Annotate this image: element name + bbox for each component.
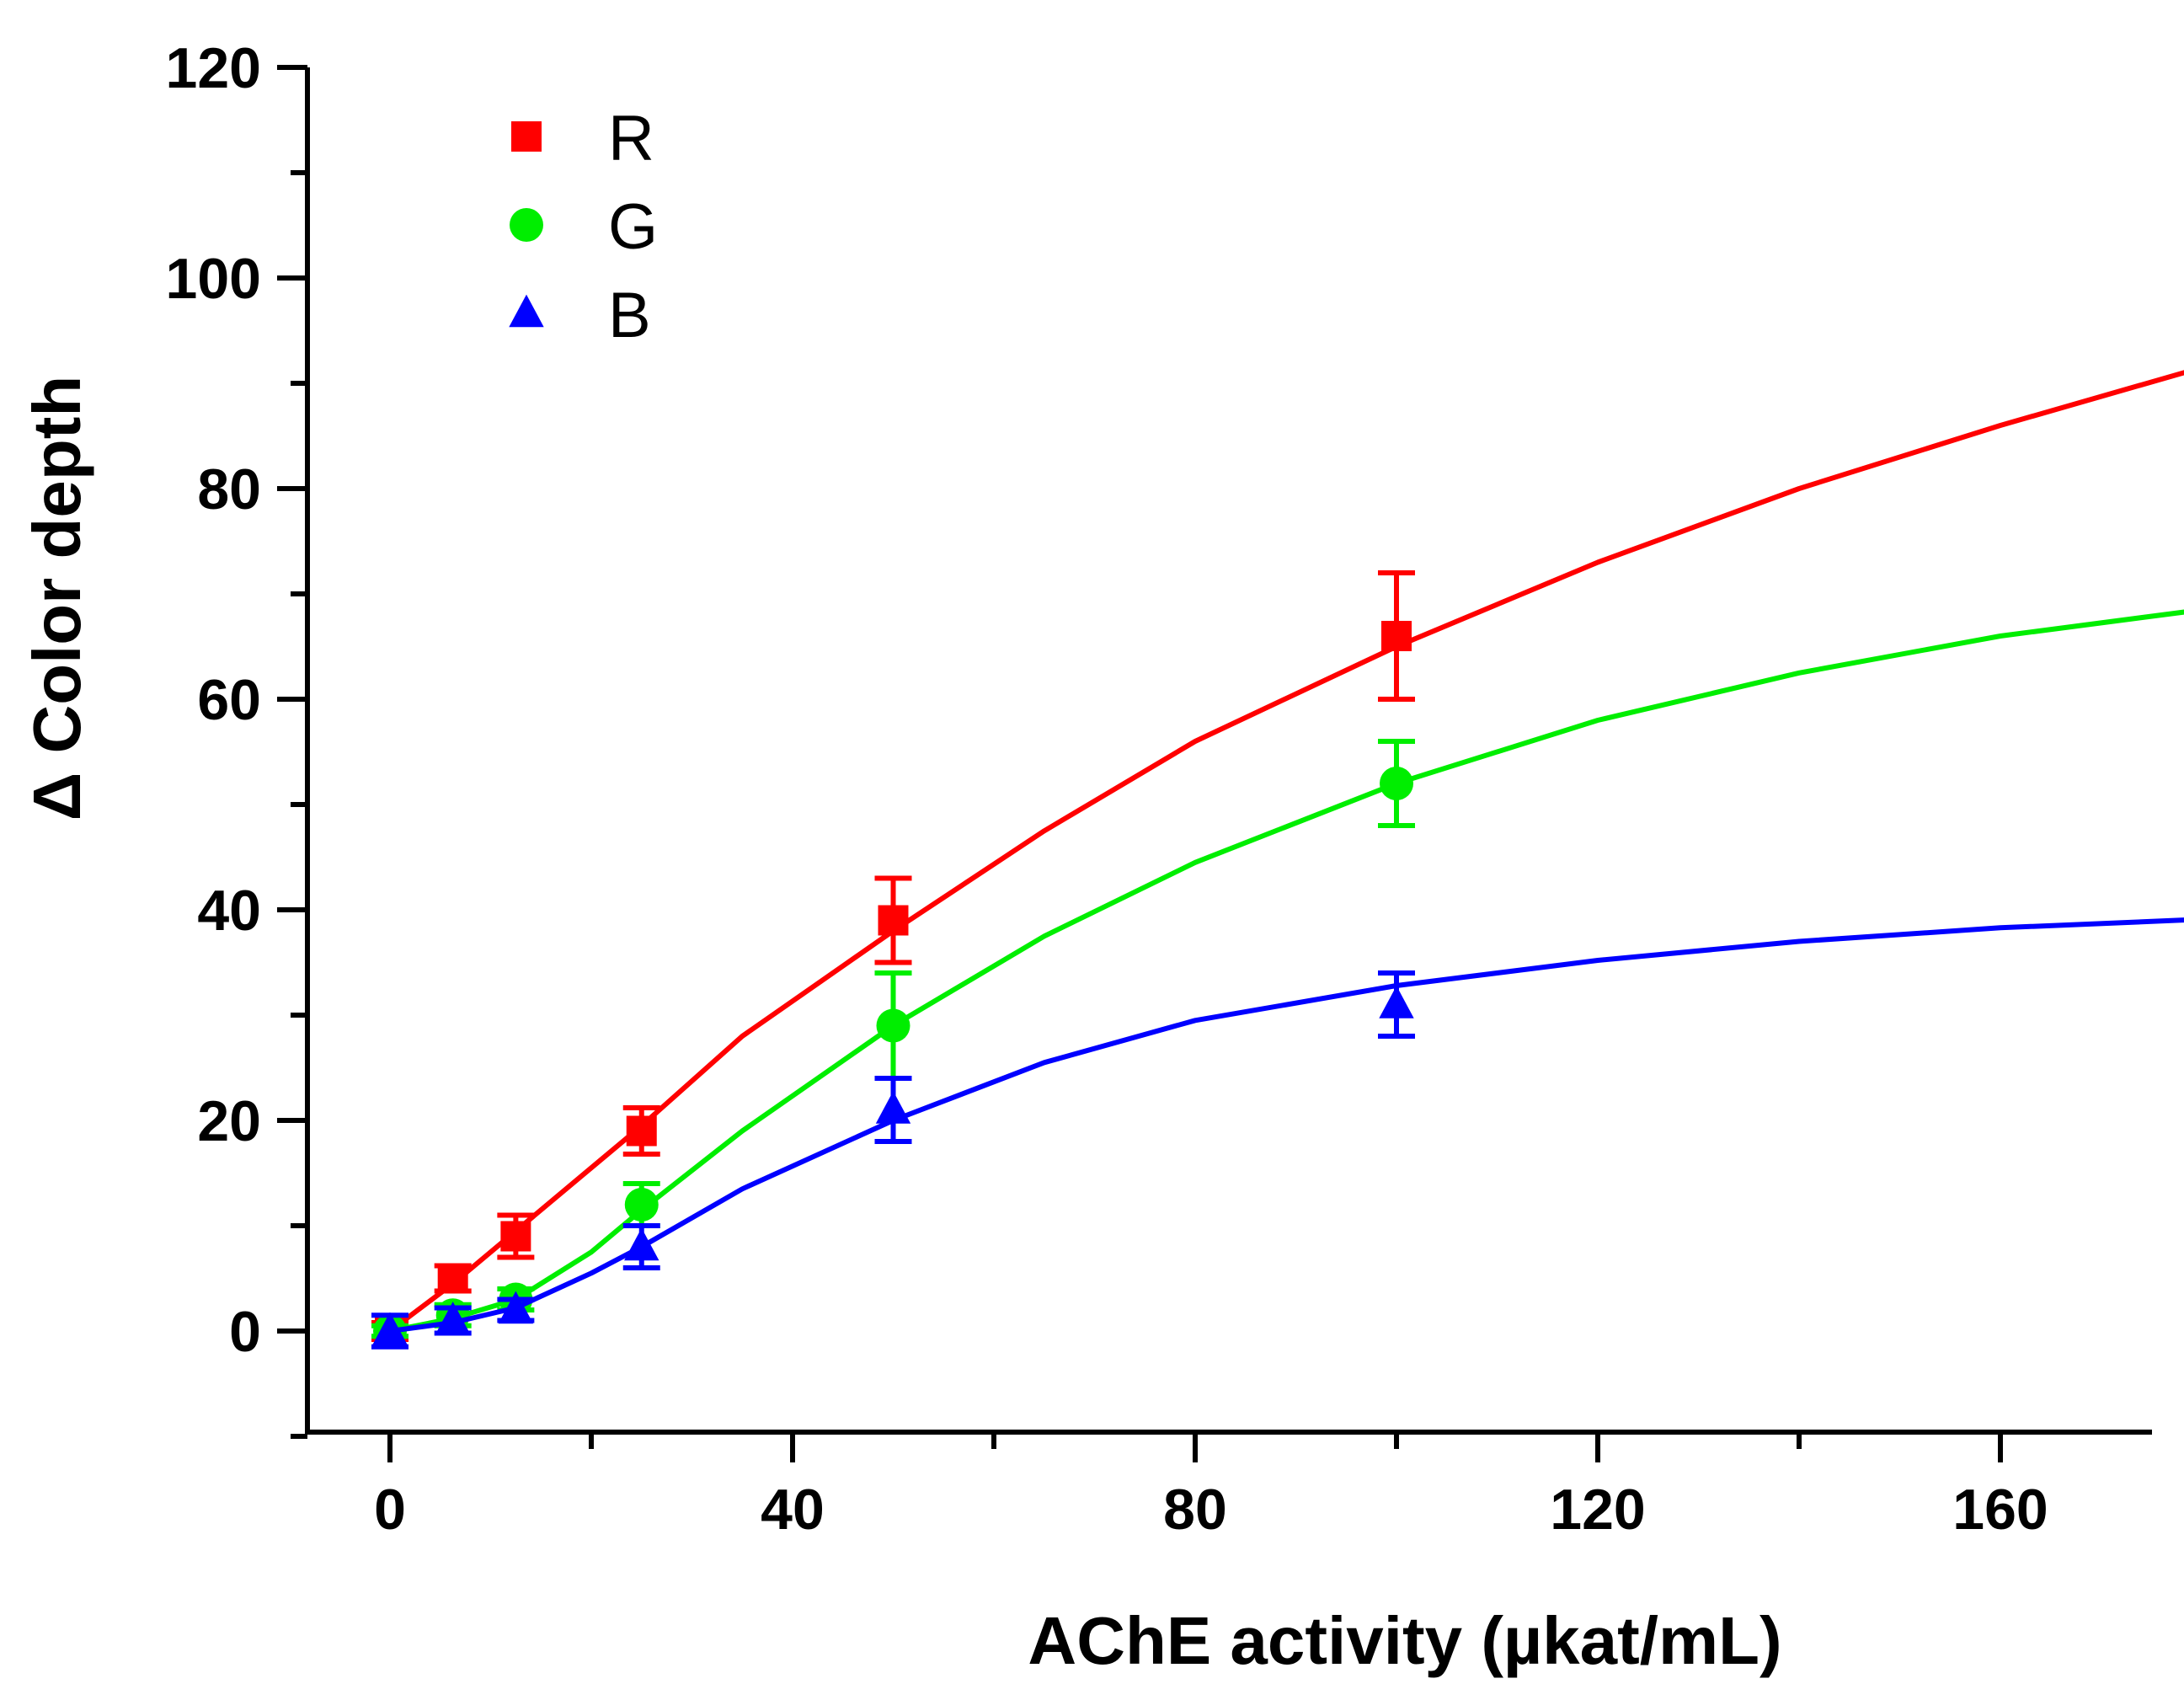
legend-marker-r [511, 121, 542, 152]
x-ticks: 04080120160200 [374, 1432, 2048, 1542]
x-tick-label: 120 [1550, 1478, 1645, 1542]
y-ticks: 0 20 40 60 80 100 120 [166, 36, 307, 1439]
data-point-r [878, 905, 909, 936]
legend-label-g: G [608, 191, 658, 263]
y-tick-label: 60 [197, 668, 261, 732]
legend-item-g: G [510, 191, 658, 263]
fit-curve-r [388, 370, 2184, 1334]
plot-marks [371, 370, 2184, 1350]
data-point-r [437, 1263, 468, 1294]
legend-marker-g [510, 208, 543, 242]
x-tick-label: 40 [761, 1478, 825, 1542]
data-point-g [876, 1008, 910, 1043]
legend-label-b: B [608, 280, 651, 351]
data-point-b [498, 1291, 534, 1324]
legend: RGB [509, 103, 658, 351]
x-axis-title: AChE activity (µkat/mL) [1028, 1603, 1781, 1678]
x-tick-label: 0 [374, 1478, 406, 1542]
y-tick-label: 0 [229, 1300, 261, 1364]
data-point-r [500, 1221, 531, 1252]
y-tick-label: 40 [197, 879, 261, 943]
y-tick-label: 100 [166, 247, 261, 311]
fit-curve-g [389, 609, 2184, 1334]
y-tick-label: 120 [166, 36, 261, 100]
y-axis-title: Δ Color depth [19, 376, 94, 821]
y-tick-label: 80 [197, 457, 261, 521]
data-point-b [435, 1302, 471, 1334]
fit-curve-b [389, 917, 2184, 1334]
data-point-b [1379, 986, 1414, 1018]
legend-item-r: R [511, 103, 654, 174]
data-point-g [1380, 767, 1413, 800]
data-point-b [372, 1312, 408, 1345]
legend-label-r: R [608, 103, 654, 174]
series-b [371, 917, 2184, 1350]
x-tick-label: 160 [1952, 1478, 2048, 1542]
data-point-r [626, 1115, 657, 1147]
data-point-g [624, 1188, 659, 1222]
data-point-b [624, 1227, 659, 1261]
legend-marker-b [509, 294, 544, 328]
x-tick-label: 80 [1163, 1478, 1227, 1542]
data-point-b [875, 1091, 911, 1124]
legend-item-b: B [509, 280, 651, 351]
data-point-r [1381, 621, 1412, 651]
y-tick-label: 20 [197, 1089, 261, 1153]
